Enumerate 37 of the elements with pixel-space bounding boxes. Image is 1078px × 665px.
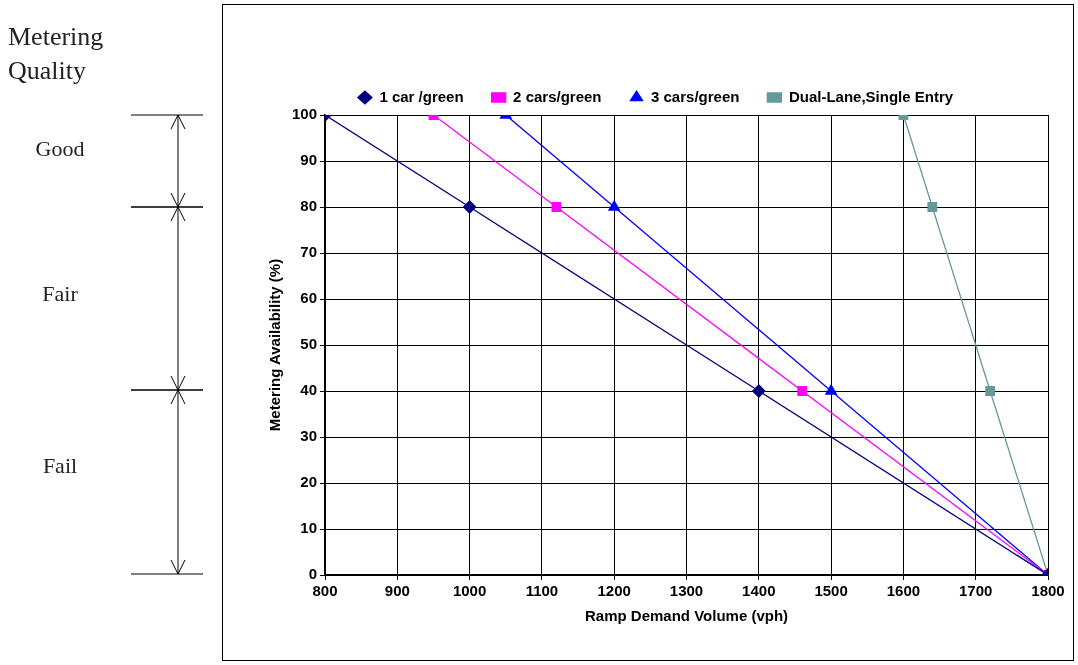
- legend-label: 3 cars/green: [651, 87, 740, 105]
- y-tick-label: 60: [300, 289, 318, 307]
- y-tick-label: 0: [308, 565, 318, 583]
- point: [985, 386, 996, 396]
- text: Fair: [41, 281, 79, 307]
- x-tick-label: 1100: [525, 582, 559, 600]
- y-tick-label: 90: [300, 151, 318, 169]
- x-tick-label: 1300: [669, 582, 704, 600]
- text: Metering Quality: [8, 21, 105, 87]
- y-tick-label: 10: [300, 519, 318, 537]
- y-tick-label: 80: [300, 197, 318, 215]
- y-tick-label: 100: [292, 105, 318, 123]
- y-tick-label: 70: [300, 243, 318, 261]
- point: [825, 384, 837, 395]
- legend-label: Dual-Lane,Single Entry: [788, 87, 954, 105]
- text: Good: [34, 136, 86, 162]
- x-axis-title: Ramp Demand Volume (vph): [584, 607, 789, 625]
- x-tick-label: 1400: [742, 582, 776, 600]
- point: [927, 202, 938, 212]
- x-tick-label: 1700: [959, 582, 993, 600]
- y-tick-label: 30: [300, 427, 318, 445]
- x-tick-label: 900: [384, 582, 410, 600]
- y-tick-label: 20: [300, 473, 318, 491]
- x-tick-label: 1500: [814, 582, 848, 600]
- x-tick-label: 1800: [1031, 582, 1065, 600]
- x-tick-label: 1000: [452, 582, 487, 600]
- legend-label: 2 cars/green: [513, 87, 602, 105]
- y-tick-label: 40: [300, 381, 318, 399]
- legend-label: 1 car /green: [379, 87, 464, 105]
- x-tick-label: 1600: [886, 582, 921, 600]
- y-tick-label: 50: [300, 335, 318, 353]
- text: Fail: [41, 453, 79, 479]
- x-tick-label: 800: [312, 582, 338, 600]
- y-axis-title: Metering Availability (%): [266, 258, 284, 432]
- point: [797, 386, 808, 396]
- point: [551, 202, 562, 212]
- x-tick-label: 1200: [597, 582, 631, 600]
